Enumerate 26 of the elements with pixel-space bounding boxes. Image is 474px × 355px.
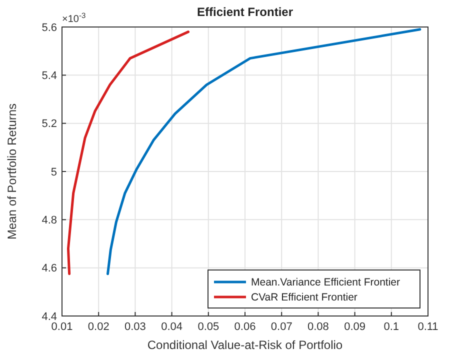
x-tick-label: 0.01: [51, 321, 73, 333]
y-tick-label: 5.6: [42, 22, 57, 34]
chart-title: Efficient Frontier: [196, 5, 294, 19]
x-tick-label: 0.06: [234, 321, 256, 333]
x-tick-label: 0.11: [418, 321, 438, 333]
x-tick-label: 0.07: [270, 321, 292, 333]
y-tick-label: 4.8: [42, 214, 57, 227]
x-axis-title: Conditional Value-at-Risk of Portfolio: [147, 338, 343, 352]
y-tick-label: 5.2: [42, 118, 57, 130]
x-tick-label: 0.03: [124, 321, 146, 333]
line-series: [66, 30, 190, 276]
y-tick-label: 4.6: [42, 262, 57, 275]
x-tick-label: 0.02: [88, 321, 110, 333]
y-tick-label: 5.4: [42, 70, 57, 82]
line-series: [106, 28, 422, 276]
x-tick-label: 0.05: [198, 321, 220, 333]
text: ×10$^{-3}$: [62, 10, 86, 25]
y-tick-label: 4.4: [42, 310, 57, 323]
y-tick-label: 5: [50, 166, 57, 178]
legend-label: CVaR Efficient Frontier: [251, 292, 358, 304]
x-tick-label: 0.1: [384, 321, 400, 333]
x-tick-label: 0.09: [344, 321, 366, 333]
x-tick-label: 0.04: [161, 321, 183, 333]
x-tick-label: 0.08: [307, 321, 329, 333]
legend-label: Mean.Variance Efficient Frontier: [251, 276, 401, 289]
y-axis-title: Mean of Portfolio Returns: [5, 103, 19, 240]
